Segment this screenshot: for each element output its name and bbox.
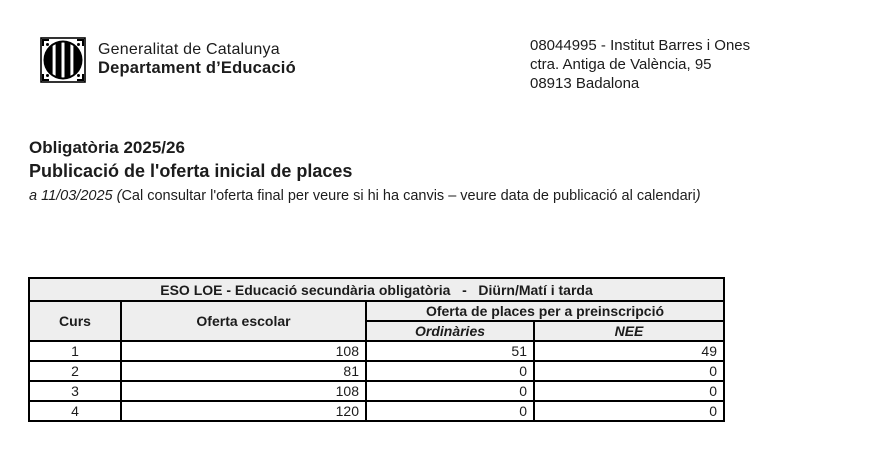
note-close-paren: ) <box>695 188 701 204</box>
school-city: 08913 Badalona <box>530 75 640 92</box>
cell-curs: 3 <box>28 380 122 402</box>
publication-note: a 11/03/2025 (Cal consultar l'oferta fin… <box>29 186 701 206</box>
column-header-ordinaries: Ordinàries <box>365 320 535 342</box>
org-name: Generalitat de Catalunya <box>98 41 280 58</box>
table-row: 1 108 51 49 <box>28 340 725 362</box>
dept-name: Departament d’Educació <box>98 59 296 77</box>
table-row: 3 108 0 0 <box>28 380 725 402</box>
school-address: ctra. Antiga de València, 95 <box>530 56 712 73</box>
cell-nee: 0 <box>533 360 725 382</box>
org-header: Generalitat de Catalunya Departament d’E… <box>40 37 296 83</box>
school-code-name: 08044995 - Institut Barres i Ones <box>530 37 751 54</box>
generalitat-logo-icon <box>40 37 86 83</box>
offer-table: ESO LOE - Educació secundària obligatòri… <box>28 277 725 422</box>
cell-ordinaries: 0 <box>365 380 535 402</box>
school-header: 08044995 - Institut Barres i Ones ctra. … <box>530 36 750 93</box>
column-header-preinscripcio: Oferta de places per a preinscripció <box>365 300 725 322</box>
column-header-nee: NEE <box>533 320 725 342</box>
cell-oferta: 120 <box>120 400 367 422</box>
cell-oferta: 108 <box>120 340 367 362</box>
column-header-oferta-escolar: Oferta escolar <box>120 300 367 342</box>
cell-oferta: 108 <box>120 380 367 402</box>
cell-curs: 2 <box>28 360 122 382</box>
cell-ordinaries: 51 <box>365 340 535 362</box>
table-title: ESO LOE - Educació secundària obligatòri… <box>28 277 725 302</box>
titles-block: Obligatòria 2025/26 Publicació de l'ofer… <box>29 137 701 206</box>
note-body: Cal consultar l'oferta final per veure s… <box>121 188 696 204</box>
table-row: 2 81 0 0 <box>28 360 725 382</box>
table-row: 4 120 0 0 <box>28 400 725 422</box>
cell-nee: 49 <box>533 340 725 362</box>
org-text: Generalitat de Catalunya Departament d’E… <box>98 37 296 78</box>
cell-oferta: 81 <box>120 360 367 382</box>
cell-curs: 1 <box>28 340 122 362</box>
cell-curs: 4 <box>28 400 122 422</box>
cell-ordinaries: 0 <box>365 360 535 382</box>
cell-nee: 0 <box>533 380 725 402</box>
page-subtitle: Publicació de l'oferta inicial de places <box>29 161 353 181</box>
cell-nee: 0 <box>533 400 725 422</box>
page-title: Obligatòria 2025/26 <box>29 138 185 157</box>
cell-ordinaries: 0 <box>365 400 535 422</box>
column-header-curs: Curs <box>28 300 122 342</box>
offer-table-wrap: ESO LOE - Educació secundària obligatòri… <box>28 277 725 422</box>
note-date: a 11/03/2025 ( <box>29 188 122 204</box>
